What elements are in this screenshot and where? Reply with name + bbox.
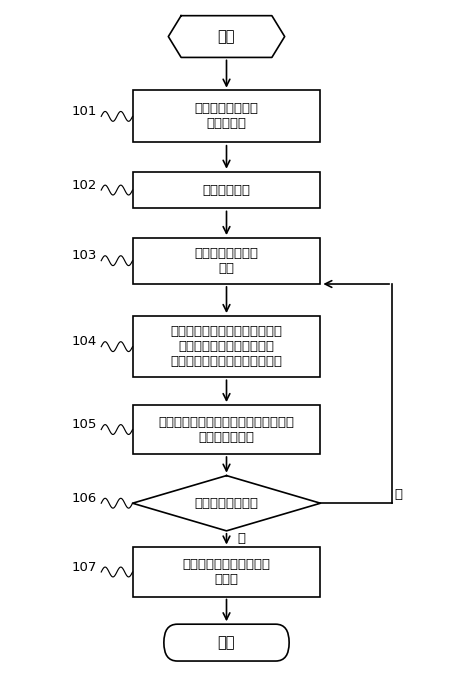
Text: 106: 106 (72, 492, 97, 505)
Text: 是否超出最大位移: 是否超出最大位移 (194, 496, 259, 509)
Text: 轮胎自转一周后，超声波传感器沿轮胎
线移动一个步长: 轮胎自转一周后，超声波传感器沿轮胎 线移动一个步长 (159, 415, 294, 443)
Text: 开始: 开始 (218, 29, 235, 44)
Text: 关闭上述各装置，取下完
好轮胎: 关闭上述各装置，取下完 好轮胎 (183, 558, 270, 586)
Text: 105: 105 (72, 418, 97, 431)
Text: 将完好轮胎置于轮
胎自转装置: 将完好轮胎置于轮 胎自转装置 (194, 102, 259, 130)
FancyBboxPatch shape (164, 624, 289, 661)
Text: 否: 否 (394, 488, 402, 501)
Text: 107: 107 (72, 560, 97, 573)
Text: 102: 102 (72, 178, 97, 191)
Text: 101: 101 (72, 105, 97, 118)
Bar (133, 405, 320, 454)
Text: 结束: 结束 (218, 635, 235, 650)
Bar (133, 316, 320, 377)
Polygon shape (169, 16, 284, 57)
Bar (133, 172, 320, 208)
Text: 103: 103 (72, 249, 97, 262)
Text: 104: 104 (72, 335, 97, 348)
Text: 是: 是 (238, 532, 246, 545)
Text: 输入完好轮胎类型
参数: 输入完好轮胎类型 参数 (194, 247, 259, 274)
Text: 启动检测装置: 启动检测装置 (202, 184, 251, 197)
Polygon shape (133, 475, 320, 531)
Bar (133, 91, 320, 142)
Text: 设备控制器处理生成相关联的轮
胎性状数据和性状位置值，
存储到完好轮胎性状数据存储区: 设备控制器处理生成相关联的轮 胎性状数据和性状位置值， 存储到完好轮胎性状数据存… (170, 325, 283, 368)
Bar (133, 238, 320, 284)
Bar (133, 548, 320, 597)
